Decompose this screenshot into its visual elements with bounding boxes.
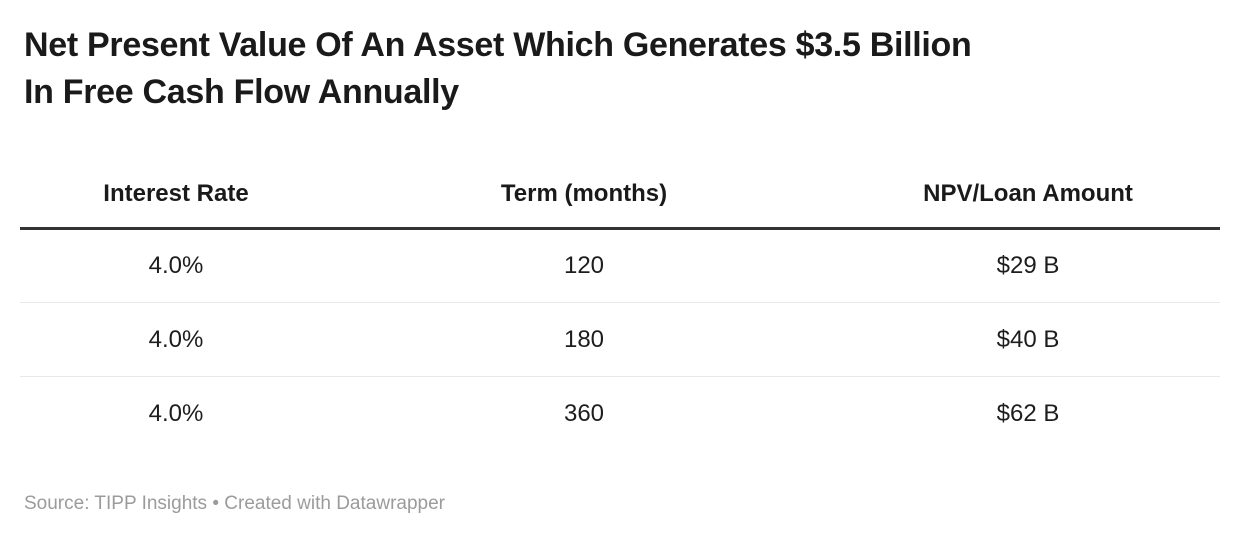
column-header-term-months: Term (months) [332,154,836,230]
page-title-line-1: Net Present Value Of An Asset Which Gene… [24,26,972,64]
table-header-row: Interest Rate Term (months) NPV/Loan Amo… [20,154,1220,230]
column-header-npv-loan-amount: NPV/Loan Amount [836,154,1220,230]
source-attribution: Source: TIPP Insights • Created with Dat… [24,492,445,514]
cell-npv-loan-amount: $40 B [836,302,1220,377]
page-title: Net Present Value Of An Asset Which Gene… [24,22,1220,116]
npv-table: Interest Rate Term (months) NPV/Loan Amo… [20,154,1220,451]
cell-term-months: 360 [563,399,605,427]
table-row: 4.0% 120 $29 B [20,228,1220,303]
cell-term-months: 120 [332,228,836,303]
cell-npv-loan-amount: $29 B [836,228,1220,303]
cell-interest-rate: 4.0% [20,228,332,303]
cell-interest-rate: 4.0% [20,302,332,377]
cell-npv-loan-amount: $62 B [996,399,1060,427]
cell-interest-rate: 4.0% [148,399,204,427]
column-header-interest-rate: Interest Rate [20,154,332,230]
table-row: 4.0% 180 $40 B [20,302,1220,377]
cell-term-months: 180 [332,302,836,377]
page-title-line-2: In Free Cash Flow Annually [24,73,459,111]
table-row: 4.0% 360 $62 B [20,377,1220,451]
